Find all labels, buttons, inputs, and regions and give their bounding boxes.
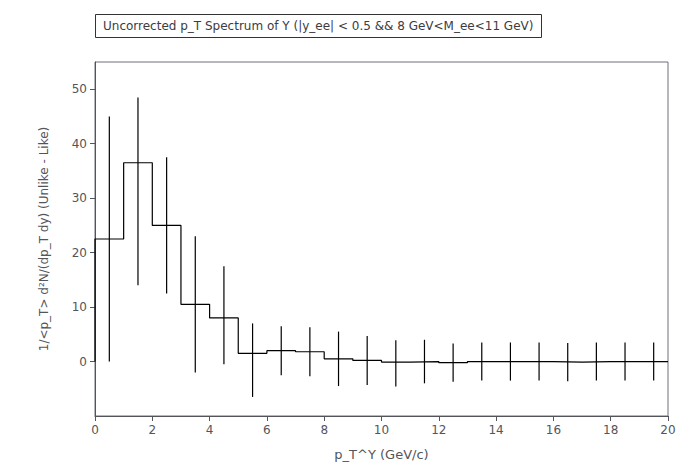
svg-text:10: 10	[72, 300, 87, 314]
svg-text:p_T^Υ (GeV/c): p_T^Υ (GeV/c)	[334, 447, 428, 462]
svg-text:1/<p_T> d²N/(dp_T dy) (Unlike: 1/<p_T> d²N/(dp_T dy) (Unlike - Like)	[37, 127, 51, 351]
svg-text:20: 20	[660, 423, 675, 437]
svg-text:40: 40	[72, 137, 87, 151]
svg-text:6: 6	[263, 423, 271, 437]
svg-text:8: 8	[320, 423, 328, 437]
svg-text:10: 10	[374, 423, 389, 437]
svg-text:2: 2	[148, 423, 156, 437]
svg-text:Uncorrected p_T Spectrum of Υ: Uncorrected p_T Spectrum of Υ (|y_ee| < …	[103, 19, 533, 33]
svg-text:20: 20	[72, 246, 87, 260]
svg-text:14: 14	[488, 423, 503, 437]
svg-text:50: 50	[72, 82, 87, 96]
svg-text:4: 4	[206, 423, 214, 437]
svg-text:18: 18	[603, 423, 618, 437]
svg-text:30: 30	[72, 191, 87, 205]
svg-text:0: 0	[91, 423, 99, 437]
svg-text:12: 12	[431, 423, 446, 437]
svg-text:0: 0	[79, 355, 87, 369]
svg-text:16: 16	[546, 423, 561, 437]
